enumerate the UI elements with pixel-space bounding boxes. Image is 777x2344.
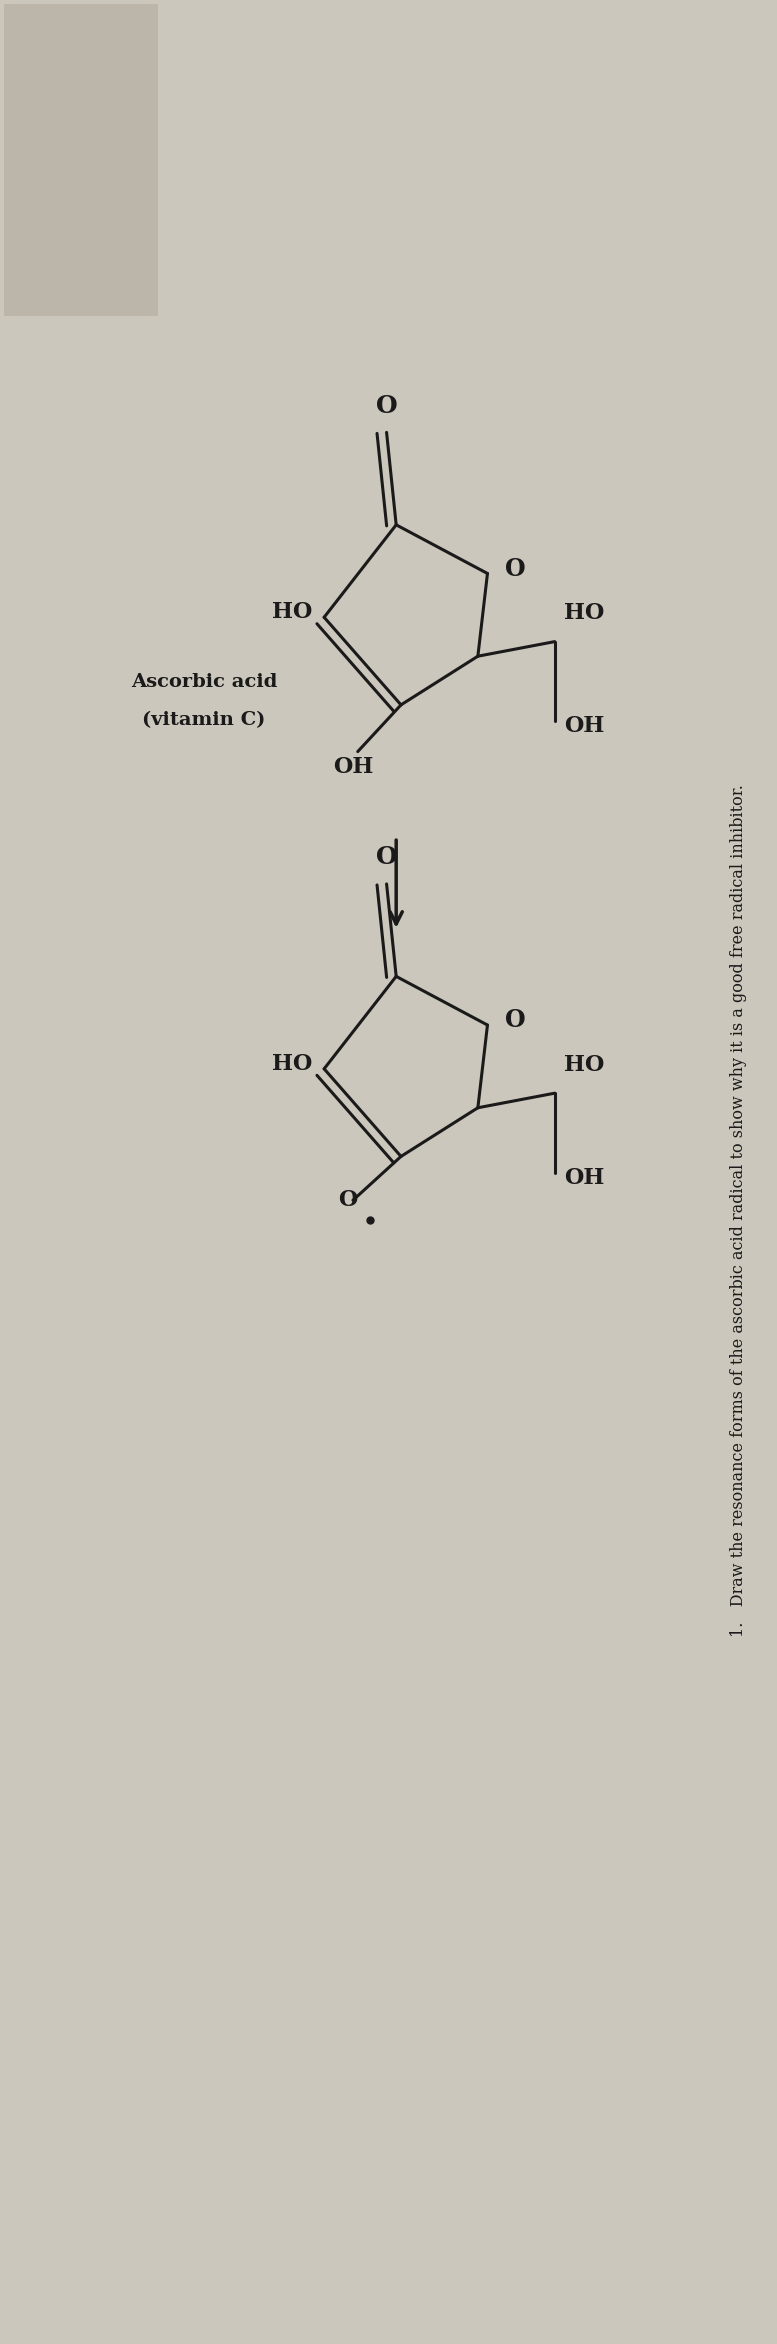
Text: OH: OH — [564, 1167, 605, 1188]
Text: OH: OH — [564, 715, 605, 738]
Text: O: O — [505, 1008, 525, 1031]
Text: OH: OH — [333, 757, 373, 778]
Text: 1.   Draw the resonance forms of the ascorbic acid radical to show why it is a g: 1. Draw the resonance forms of the ascor… — [730, 785, 747, 1638]
Text: HO: HO — [564, 1055, 605, 1076]
Polygon shape — [4, 5, 158, 316]
Text: O: O — [376, 846, 398, 870]
Text: O: O — [505, 556, 525, 581]
Text: O: O — [339, 1188, 358, 1212]
Text: HO: HO — [272, 602, 312, 624]
Text: HO: HO — [564, 602, 605, 624]
Text: Ascorbic acid: Ascorbic acid — [131, 673, 277, 691]
Text: (vitamin C): (vitamin C) — [142, 713, 266, 729]
Text: HO: HO — [272, 1052, 312, 1076]
Text: O: O — [376, 394, 398, 417]
